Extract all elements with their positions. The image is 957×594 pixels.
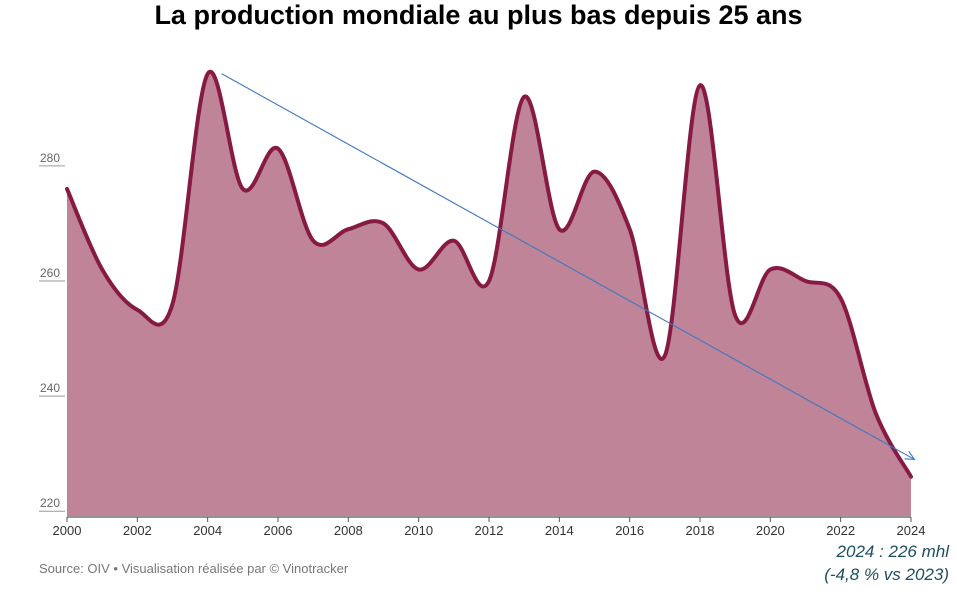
trend-arrow-line [221,73,915,460]
x-tick-label: 2022 [826,523,855,538]
x-tick-label: 2010 [404,523,433,538]
annotation-2024: 2024 : 226 mhl (-4,8 % vs 2023) [824,540,949,586]
area-fill [67,71,911,516]
x-tick-label: 2016 [615,523,644,538]
x-axis: 2000 2002 2004 2006 2008 2010 2012 2014 2016 2018… [53,516,926,538]
x-tick-label: 2020 [756,523,785,538]
x-tick-label: 2004 [193,523,222,538]
annotation-line-1: 2024 : 226 mhl [836,542,949,561]
x-tick-label: 2024 [897,523,926,538]
y-axis: 220 240 260 280 [39,151,65,512]
y-tick-label: 220 [40,496,60,510]
area-layer [65,69,913,516]
x-tick-label: 2006 [264,523,293,538]
x-tick-label: 2014 [545,523,574,538]
x-tick-label: 2008 [334,523,363,538]
x-tick-label: 2000 [53,523,82,538]
x-tick-label: 2002 [123,523,152,538]
x-tick-label: 2018 [686,523,715,538]
chart-title: La production mondiale au plus bas depui… [154,0,803,30]
annotation-line-2: (-4,8 % vs 2023) [824,565,949,584]
trend-arrow-head [904,450,916,461]
y-tick-label: 260 [40,266,60,280]
series-line [65,69,913,479]
x-tick-label: 2012 [475,523,504,538]
trend-layer [221,73,916,461]
y-tick-label: 240 [40,381,60,395]
source-note: Source: OIV • Visualisation réalisée par… [39,561,349,576]
y-tick-label: 280 [40,151,60,165]
